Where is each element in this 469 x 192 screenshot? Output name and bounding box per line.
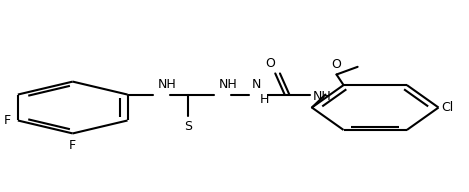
Text: Cl: Cl: [441, 101, 453, 114]
Text: O: O: [332, 58, 341, 71]
Text: NH: NH: [158, 78, 177, 91]
Text: F: F: [4, 114, 11, 127]
Text: NH: NH: [313, 90, 332, 103]
Text: N: N: [252, 78, 261, 91]
Text: O: O: [265, 57, 275, 70]
Text: S: S: [184, 121, 192, 133]
Text: F: F: [69, 139, 76, 152]
Text: H: H: [260, 93, 269, 106]
Text: NH: NH: [219, 78, 238, 91]
